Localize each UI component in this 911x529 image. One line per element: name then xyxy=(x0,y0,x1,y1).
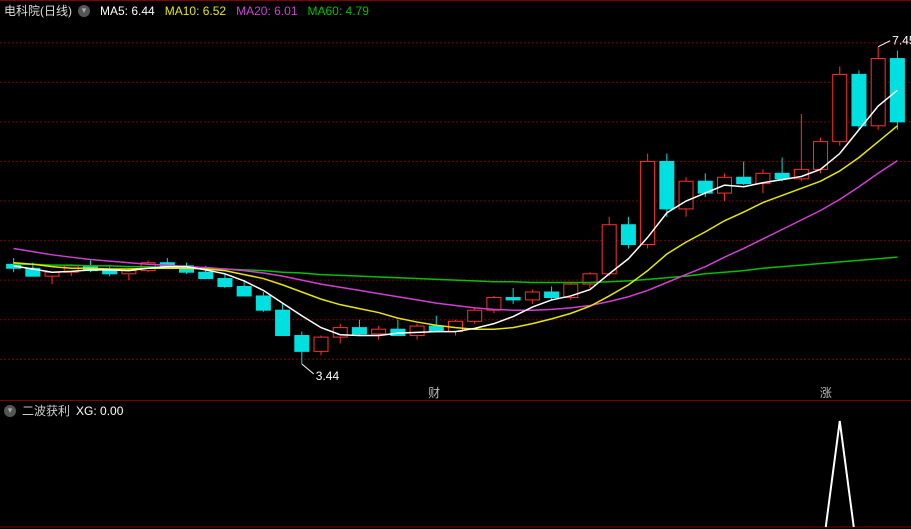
svg-text:3.44: 3.44 xyxy=(316,369,340,383)
svg-text:涨: 涨 xyxy=(820,385,832,400)
candlestick-chart[interactable]: 3.44 7.45 财 涨 xyxy=(0,0,911,400)
dropdown-icon[interactable]: ▾ xyxy=(78,5,90,17)
ma60-label: MA60: 4.79 xyxy=(308,4,369,18)
indicator-title: 二波获利 xyxy=(22,402,70,419)
indicator-chart[interactable] xyxy=(0,400,911,528)
svg-text:7.45: 7.45 xyxy=(892,34,911,48)
ma10-label: MA10: 6.52 xyxy=(165,4,226,18)
svg-text:财: 财 xyxy=(428,386,440,400)
dropdown-icon[interactable]: ▾ xyxy=(4,405,16,417)
stock-title: 电科院(日线) xyxy=(4,2,72,19)
indicator-header: ▾ 二波获利 XG: 0.00 xyxy=(4,402,123,419)
ma5-label: MA5: 6.44 xyxy=(100,4,155,18)
chart-header: 电科院(日线) ▾ MA5: 6.44 MA10: 6.52 MA20: 6.0… xyxy=(4,2,369,19)
xg-label: XG: 0.00 xyxy=(76,404,123,418)
ma20-label: MA20: 6.01 xyxy=(236,4,297,18)
